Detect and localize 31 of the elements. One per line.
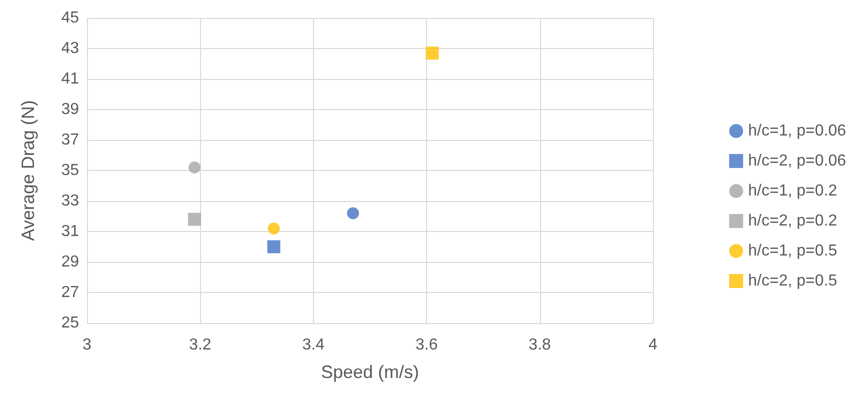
point xyxy=(188,161,201,174)
point xyxy=(267,240,280,254)
x-axis-title: Speed (m/s) xyxy=(320,362,420,382)
legend-label: h/c=2, p=0.2 xyxy=(748,212,838,230)
y-tick-label: 37 xyxy=(61,132,80,148)
x-tick-label: 3.6 xyxy=(415,336,438,354)
y-axis-title: Average Drag (N) xyxy=(18,100,38,241)
y-tick-label: 29 xyxy=(61,254,80,270)
x-tick-label: 3 xyxy=(82,336,92,354)
y-tick-label: 31 xyxy=(61,223,80,240)
legend-label: h/c=1, p=0.5 xyxy=(748,242,838,260)
legend-label: h/c=2, p=0.5 xyxy=(748,272,838,290)
point xyxy=(347,207,360,220)
y-tick-label: 43 xyxy=(61,40,80,57)
y-tick-label: 25 xyxy=(61,314,80,332)
legend-label: h/c=1, p=0.06 xyxy=(748,122,846,140)
x-tick-label: 4 xyxy=(648,336,658,354)
y-tick-label: 35 xyxy=(61,162,80,179)
point xyxy=(426,46,439,60)
y-tick-label: 45 xyxy=(61,10,80,26)
legend-label: h/c=1, p=0.2 xyxy=(748,182,838,200)
x-tick-label: 3.2 xyxy=(189,336,212,354)
y-tick-label: 27 xyxy=(61,284,80,301)
legend-label: h/c=2, p=0.06 xyxy=(748,152,846,170)
x-tick-label: 3.4 xyxy=(302,336,325,354)
point xyxy=(188,212,202,226)
y-tick-label: 41 xyxy=(61,70,80,88)
x-tick-label: 3.8 xyxy=(528,336,552,354)
y-tick-label: 39 xyxy=(61,101,80,118)
point xyxy=(268,222,280,234)
y-tick-label: 33 xyxy=(61,192,80,210)
